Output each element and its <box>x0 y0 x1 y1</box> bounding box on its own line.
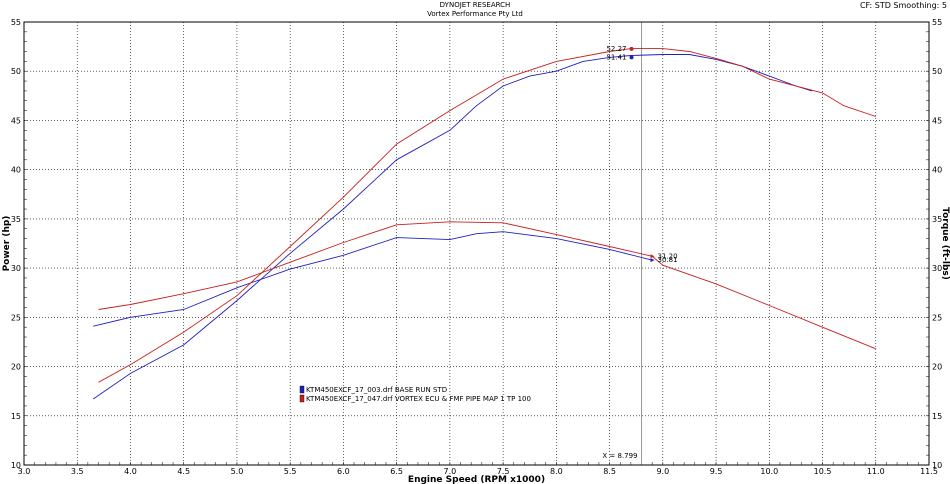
y-tick-label-right: 20 <box>932 363 942 372</box>
base-torque-line <box>93 231 653 327</box>
y-axis-title-right: Torque (ft-lbs) <box>940 207 950 280</box>
cursor-group: X = 8.799 <box>602 22 643 465</box>
x-axis-title: Engine Speed (RPM x1000) <box>408 475 545 484</box>
series-markers: 51.41 30.81 52.27 31.20 <box>606 45 677 264</box>
x-tick-label: 5.0 <box>231 467 244 476</box>
y-tick-label-left: 10 <box>11 461 21 470</box>
vortex-torque-line <box>98 221 876 350</box>
y-tick-label-right: 30 <box>932 264 942 273</box>
base-power-marker <box>629 55 634 60</box>
series-lines <box>92 48 876 400</box>
legend-entry-base: KTM450EXCF_17_003.drf BASE RUN STD <box>306 386 447 394</box>
y-tick-label-right: 45 <box>932 116 942 125</box>
x-tick-label: 7.0 <box>444 467 457 476</box>
x-tick-label: 5.5 <box>284 467 297 476</box>
y-tick-label-left: 55 <box>11 18 21 27</box>
x-tick-label: 6.5 <box>390 467 403 476</box>
base-torque-marker-label: 30.81 <box>658 256 678 264</box>
y-tick-label-right: 15 <box>932 412 942 421</box>
x-tick-label: 9.0 <box>656 467 669 476</box>
y-tick-label-left: 25 <box>11 313 21 322</box>
x-tick-label: 11.0 <box>867 467 885 476</box>
vortex-torque-marker-label: 31.20 <box>658 252 678 260</box>
y-tick-label-left: 20 <box>11 363 21 372</box>
header-company: DYNOJET RESEARCH <box>439 1 511 9</box>
y-tick-label-right: 40 <box>932 166 942 175</box>
y-tick-label-left: 50 <box>11 67 21 76</box>
x-tick-label: 8.5 <box>603 467 616 476</box>
y-tick-label-left: 35 <box>11 215 21 224</box>
legend-swatch-vortex <box>299 394 305 403</box>
y-tick-label-right: 25 <box>932 313 942 322</box>
x-tick-label: 11.5 <box>920 467 938 476</box>
x-tick-label: 4.0 <box>124 467 137 476</box>
y-tick-label-left: 30 <box>11 264 21 273</box>
vortex-power-line <box>98 48 876 383</box>
y-tick-label-left: 15 <box>11 412 21 421</box>
header-shop: Vortex Performance Pty Ltd <box>427 10 523 18</box>
x-tick-label: 6.0 <box>337 467 350 476</box>
base-torque-marker <box>650 258 655 263</box>
y-tick-label-right: 50 <box>932 67 942 76</box>
y-tick-label-right: 35 <box>932 215 942 224</box>
cursor-label: X = 8.799 <box>602 452 637 460</box>
y-axis-title-left: Power (hp) <box>2 216 12 272</box>
x-tick-label: 10.5 <box>814 467 832 476</box>
y-tick-label-left: 45 <box>11 116 21 125</box>
x-tick-label: 3.5 <box>71 467 84 476</box>
x-tick-labels: 3.0 3.5 4.0 4.5 5.0 5.5 6.0 6.5 7.0 7.5 8.0 8.5 9.0 9… <box>18 467 938 476</box>
x-tick-label: 8.0 <box>550 467 563 476</box>
legend-entry-vortex: KTM450EXCF_17_047.drf VORTEX ECU & FMF P… <box>306 395 531 403</box>
base-power-marker-label: 51.41 <box>606 53 626 61</box>
y-tick-label-left: 40 <box>11 166 21 175</box>
x-tick-label: 9.5 <box>710 467 723 476</box>
y-tick-label-right: 55 <box>932 18 942 27</box>
vortex-power-marker-label: 52.27 <box>606 45 626 53</box>
vortex-power-marker <box>629 46 634 51</box>
vortex-torque-marker <box>650 254 655 259</box>
base-power-line <box>92 54 813 400</box>
x-tick-label: 7.5 <box>497 467 510 476</box>
legend-swatch-base <box>299 385 305 394</box>
y-tick-labels-right: 10 15 20 25 30 35 40 45 50 55 <box>932 18 942 470</box>
x-tick-label: 10.0 <box>760 467 778 476</box>
y-tick-labels-left: 10 15 20 25 30 35 40 45 50 55 <box>11 18 21 470</box>
y-tick-label-right: 10 <box>932 461 942 470</box>
x-tick-label: 3.0 <box>18 467 31 476</box>
plot-frame <box>23 21 930 466</box>
legend: KTM450EXCF_17_003.drf BASE RUN STDKTM450… <box>299 385 531 403</box>
header-meta: CF: STD Smoothing: 5 <box>859 1 947 10</box>
x-tick-label: 4.5 <box>177 467 190 476</box>
